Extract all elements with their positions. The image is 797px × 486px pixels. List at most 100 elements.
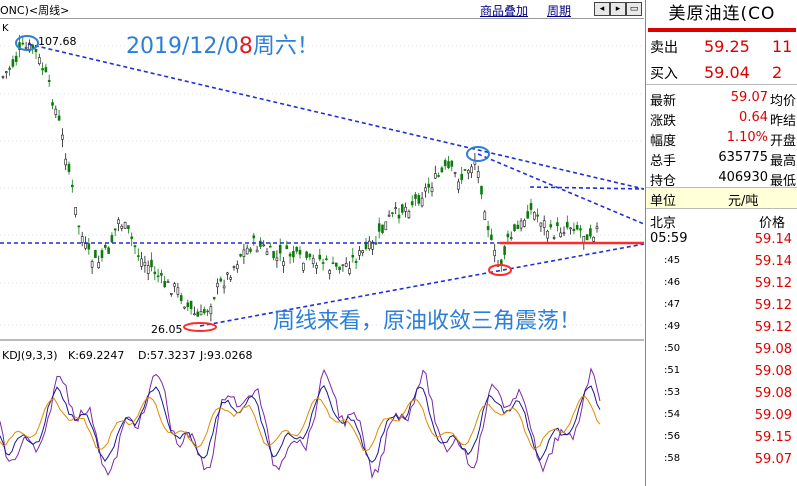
candle-body <box>265 251 269 255</box>
candle-body <box>206 310 209 313</box>
candle-body <box>338 266 341 271</box>
candle-body <box>387 214 391 217</box>
candle-body <box>133 245 137 248</box>
candle-body <box>104 244 107 248</box>
candle-body <box>77 225 81 228</box>
candle-body <box>308 253 312 258</box>
tick-row: :51 59.08 <box>646 362 797 384</box>
candle-body <box>351 254 355 258</box>
candle-body <box>84 243 87 249</box>
candle-body <box>166 281 170 283</box>
tick-time: :56 <box>664 431 681 442</box>
candle-body <box>348 268 351 274</box>
quote-panel: 美原油连(CO 卖出 59.25 11 买入 59.04 2 最新 59.07 均价… <box>645 0 797 486</box>
candle-body <box>404 206 407 212</box>
right-arrow-icon[interactable]: ▸ <box>610 2 626 16</box>
tick-row: :46 59.12 <box>646 274 797 296</box>
candle-body <box>163 280 166 288</box>
candle-body <box>549 224 553 228</box>
candle-body <box>292 251 295 258</box>
kdj-d-line <box>0 396 601 452</box>
candle-body <box>325 258 328 261</box>
stat-extra-label: 昨结 <box>770 114 797 129</box>
candle-body <box>5 71 8 73</box>
tick-time: :50 <box>664 343 681 354</box>
tick-price: 59.12 <box>754 276 792 291</box>
candle-body <box>589 228 592 237</box>
tick-row: 05:59 59.14 <box>646 230 797 252</box>
candle-body <box>529 203 533 210</box>
candle-body <box>407 211 411 218</box>
candle-body <box>137 255 140 257</box>
period-link[interactable]: 周期 <box>547 4 572 18</box>
candle-body <box>143 261 147 266</box>
candle-body <box>443 160 447 167</box>
range-top-line <box>529 186 644 190</box>
tick-time: :49 <box>664 321 681 332</box>
candle-body <box>453 172 457 174</box>
tick-time: 05:59 <box>650 231 688 246</box>
candle-body <box>450 160 454 167</box>
candle-body <box>321 262 325 264</box>
candle-body <box>344 262 348 267</box>
second-low-marker <box>488 264 512 276</box>
stat-label: 涨跌 <box>650 114 677 129</box>
tick-price: 59.12 <box>754 298 792 313</box>
expand-icon[interactable]: ▭ <box>626 2 642 16</box>
kdj-j-value: J:93.0268 <box>199 349 252 362</box>
sell-price: 59.25 <box>704 37 750 56</box>
tick-price: 59.08 <box>754 364 792 379</box>
date-annotation: 2019/12/08周六！ <box>126 34 319 59</box>
candle-body <box>11 59 15 67</box>
candle-body <box>120 225 124 229</box>
candle-body <box>146 265 150 274</box>
candle-body <box>288 253 292 257</box>
candle-body <box>252 235 256 239</box>
candle-body <box>486 226 490 231</box>
tick-row: :54 59.09 <box>646 406 797 428</box>
stat-extra-label: 均价 <box>770 94 797 109</box>
candle-body <box>331 262 335 265</box>
candle-body <box>420 197 424 207</box>
candle-body <box>272 251 275 259</box>
candle-body <box>71 184 74 188</box>
overlay-link[interactable]: 商品叠加 <box>480 4 529 18</box>
title-underline <box>648 28 796 32</box>
candle-body <box>51 102 54 106</box>
candle-body <box>160 272 163 276</box>
high-value-label: 107.68 <box>38 35 77 48</box>
candle-body <box>229 277 232 280</box>
candle-body <box>153 271 157 275</box>
candle-body <box>107 247 110 254</box>
candle-body <box>536 214 539 217</box>
candle-body <box>532 212 536 220</box>
buy-price: 59.04 <box>704 63 750 82</box>
stat-extra-label: 开盘 <box>770 134 797 149</box>
stat-extra-label: 最高 <box>770 154 797 169</box>
candle-body <box>463 169 467 171</box>
candle-body <box>523 220 526 227</box>
stat-value: 0.64 <box>739 110 768 125</box>
candle-body <box>559 232 563 238</box>
left-arrow-icon[interactable]: ◂ <box>594 2 610 16</box>
candle-body <box>526 211 530 219</box>
candle-body <box>311 258 315 264</box>
candle-body <box>447 161 450 169</box>
candle-body <box>483 211 487 220</box>
candle-body <box>278 244 282 254</box>
candle-body <box>245 247 249 255</box>
candle-body <box>37 57 41 64</box>
tick-price: 59.08 <box>754 386 792 401</box>
candle-body <box>513 224 516 231</box>
candle-body <box>61 134 64 140</box>
candle-body <box>113 228 117 231</box>
candlestick-series <box>1 35 599 322</box>
second-high-marker <box>466 146 490 162</box>
candle-body <box>173 283 176 287</box>
tick-time: :51 <box>664 365 681 376</box>
candle-body <box>377 223 381 232</box>
stat-value: 59.07 <box>730 90 768 105</box>
candle-body <box>433 173 437 179</box>
tick-price: 59.14 <box>754 232 792 247</box>
candle-body <box>189 300 193 310</box>
